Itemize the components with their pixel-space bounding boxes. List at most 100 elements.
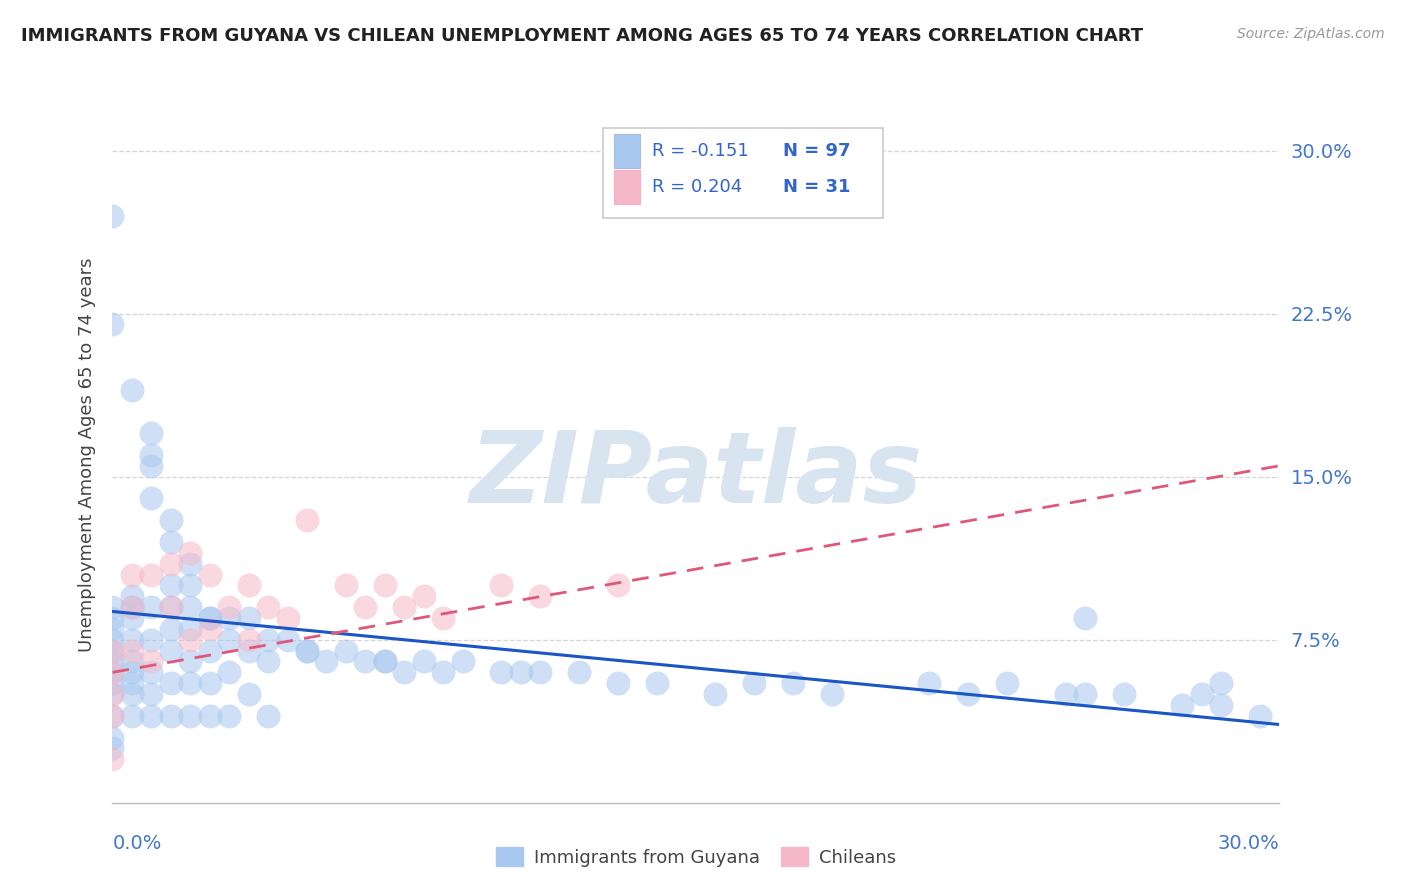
Point [607,578,630,592]
Point [101,687,124,701]
Point [198,611,221,625]
Point [160,643,183,657]
Point [160,622,183,636]
Point [101,655,124,669]
Point [257,600,280,615]
Point [295,513,318,527]
Point [121,383,143,397]
Point [257,708,280,723]
Point [198,708,221,723]
Point [101,665,124,680]
Point [198,567,221,582]
Point [101,643,124,657]
Point [238,611,260,625]
Point [238,687,260,701]
Point [995,676,1018,690]
Point [160,676,183,690]
Point [179,676,201,690]
Point [101,318,124,332]
Text: Source: ZipAtlas.com: Source: ZipAtlas.com [1237,27,1385,41]
Point [121,655,143,669]
Point [218,632,240,647]
Point [141,491,163,506]
Point [742,676,765,690]
Point [121,567,143,582]
Point [101,741,124,756]
Point [238,643,260,657]
Text: R = 0.204: R = 0.204 [651,178,754,196]
Point [257,632,280,647]
Point [141,600,163,615]
Point [276,632,298,647]
Point [1209,676,1232,690]
Point [451,655,474,669]
Point [121,708,143,723]
Point [101,665,124,680]
Point [101,676,124,690]
Point [392,600,416,615]
Point [101,209,124,223]
Point [491,578,513,592]
Point [432,665,454,680]
Y-axis label: Unemployment Among Ages 65 to 74 years: Unemployment Among Ages 65 to 74 years [77,258,96,652]
Point [179,546,201,560]
Text: R = -0.151: R = -0.151 [651,142,759,160]
Text: 30.0%: 30.0% [1218,834,1279,853]
Point [121,589,143,603]
Point [218,708,240,723]
Point [238,578,260,592]
Point [529,665,551,680]
Point [957,687,980,701]
Point [1074,611,1097,625]
Point [101,708,124,723]
Point [918,676,941,690]
Point [374,578,396,592]
Point [101,687,124,701]
Point [121,676,143,690]
Point [238,632,260,647]
Point [160,600,183,615]
Point [374,655,396,669]
Point [335,643,357,657]
Point [509,665,531,680]
Point [121,632,143,647]
Point [412,589,434,603]
Point [121,643,143,657]
Point [491,665,513,680]
Point [141,458,163,473]
Point [101,752,124,766]
Point [782,676,804,690]
Point [354,600,377,615]
Point [160,600,183,615]
Point [141,567,163,582]
Point [218,600,240,615]
Point [179,655,201,669]
Point [295,643,318,657]
Point [257,655,280,669]
Point [160,513,183,527]
Point [160,535,183,549]
Point [179,622,201,636]
Point [1054,687,1077,701]
Point [1074,687,1097,701]
Point [704,687,727,701]
Point [141,687,163,701]
Point [179,708,201,723]
Point [354,655,377,669]
Point [121,665,143,680]
Point [198,622,221,636]
Point [101,611,124,625]
Point [141,632,163,647]
Point [198,643,221,657]
Text: IMMIGRANTS FROM GUYANA VS CHILEAN UNEMPLOYMENT AMONG AGES 65 TO 74 YEARS CORRELA: IMMIGRANTS FROM GUYANA VS CHILEAN UNEMPL… [21,27,1143,45]
Point [121,600,143,615]
Point [335,578,357,592]
Point [179,632,201,647]
Point [160,708,183,723]
Point [121,611,143,625]
Point [645,676,668,690]
Point [141,655,163,669]
Point [179,600,201,615]
Text: N = 97: N = 97 [783,142,851,160]
Legend: Immigrants from Guyana, Chileans: Immigrants from Guyana, Chileans [488,840,904,874]
